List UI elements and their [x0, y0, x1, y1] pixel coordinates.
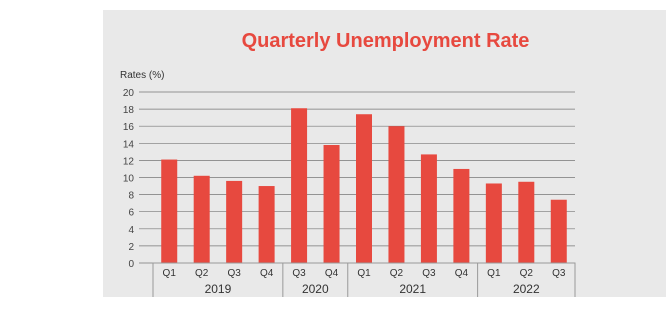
bar — [388, 126, 405, 263]
y-tick-label: 6 — [128, 208, 134, 219]
y-tick-label: 10 — [123, 174, 135, 185]
y-tick-label: 8 — [128, 191, 134, 202]
bar — [161, 159, 178, 263]
bar — [485, 183, 502, 263]
y-tick-label: 20 — [123, 88, 135, 99]
category-label: Q1 — [163, 268, 177, 279]
y-tick-label: 4 — [128, 225, 134, 236]
bar — [420, 154, 437, 263]
bar — [518, 181, 535, 263]
bar-chart: Rates (%) 0 2 4 6 8 10 12 14 16 18 20 Q1 Q2 Q3 Q4 Q3 Q4… — [120, 70, 576, 297]
category-label: Q3 — [552, 268, 566, 279]
category-label: Q2 — [195, 268, 209, 279]
category-label: Q3 — [292, 268, 306, 279]
y-axis-ticks: 0 2 4 6 8 10 12 14 16 18 20 — [123, 88, 135, 270]
y-axis-label: Rates (%) — [120, 70, 164, 81]
category-label: Q4 — [455, 268, 469, 279]
category-label: Q1 — [487, 268, 501, 279]
y-tick-label: 18 — [123, 105, 135, 116]
bars — [161, 108, 567, 264]
y-tick-label: 0 — [128, 259, 134, 270]
x-axis-box — [152, 262, 576, 297]
bar — [258, 186, 275, 263]
category-label: Q3 — [422, 268, 436, 279]
chart-card: Quarterly Unemployment Rate Rates (%) 0 2… — [103, 10, 666, 297]
bar — [323, 145, 340, 263]
y-tick-label: 16 — [123, 122, 135, 133]
year-label: 2022 — [513, 282, 540, 296]
year-label: 2020 — [302, 282, 329, 296]
category-label: Q3 — [227, 268, 241, 279]
y-tick-label: 2 — [128, 242, 134, 253]
bar — [356, 114, 372, 263]
bar — [550, 199, 567, 263]
category-label: Q4 — [325, 268, 339, 279]
y-tick-label: 14 — [123, 139, 135, 150]
category-label: Q4 — [260, 268, 274, 279]
bar — [226, 180, 243, 263]
bar — [291, 108, 308, 264]
category-label: Q2 — [390, 268, 404, 279]
bar — [453, 168, 470, 263]
year-label: 2019 — [205, 282, 232, 296]
category-label: Q2 — [520, 268, 534, 279]
year-label: 2021 — [399, 282, 426, 296]
category-label: Q1 — [357, 268, 371, 279]
y-tick-label: 12 — [123, 156, 135, 167]
bar — [193, 175, 210, 263]
x-axis: Q1 Q2 Q3 Q4 Q3 Q4 Q1 Q2 Q3 Q4 Q1 Q2 Q3 2019 2020 2021 20… — [152, 262, 576, 297]
chart-title: Quarterly Unemployment Rate — [241, 30, 530, 52]
